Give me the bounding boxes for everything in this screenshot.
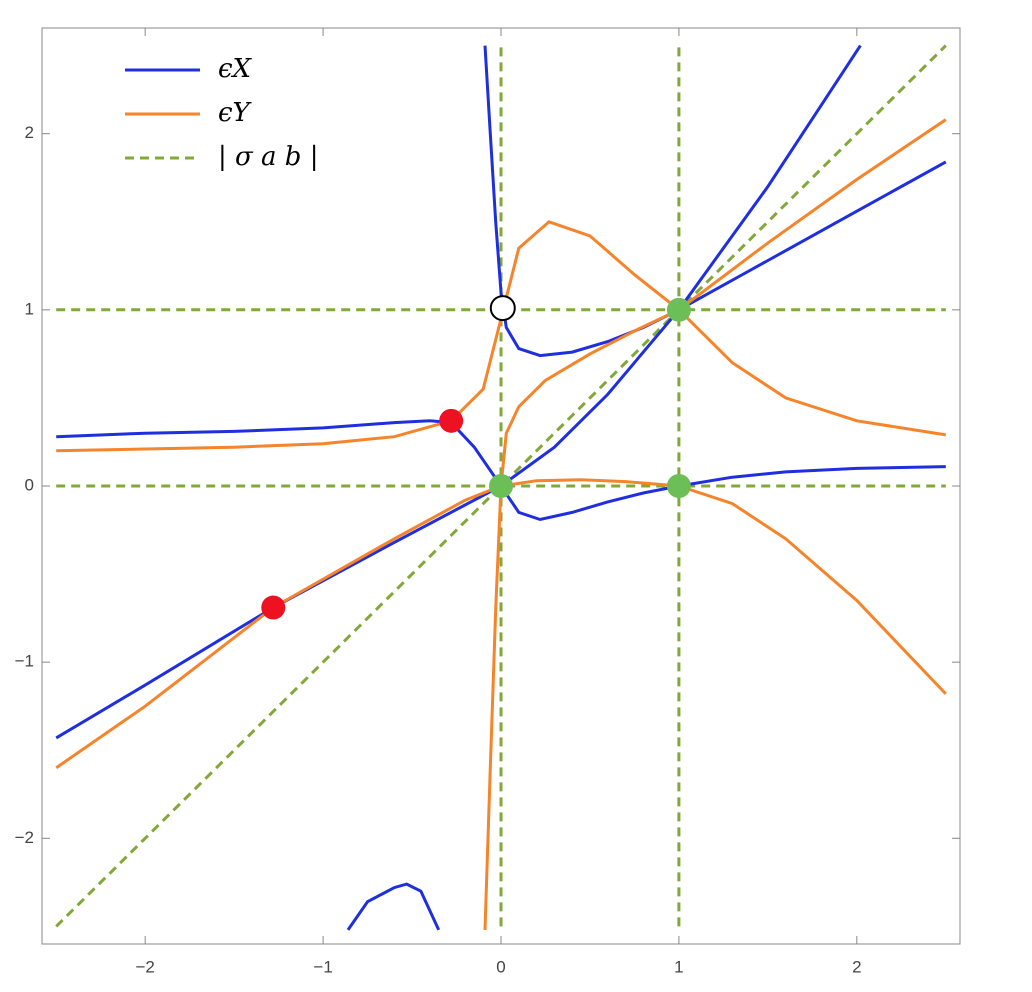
y-tick-label: 2 (25, 123, 34, 142)
point (489, 474, 513, 498)
legend-label: ϵX (218, 54, 253, 84)
y-tick-label: 1 (25, 299, 34, 318)
legend-label: | σ a b | (218, 142, 318, 172)
point (489, 295, 516, 322)
x-tick-label: −1 (313, 957, 332, 976)
y-tick-label: −1 (15, 652, 34, 671)
point (666, 474, 691, 498)
y-tick-label: 0 (25, 475, 34, 494)
point (439, 408, 464, 433)
point (261, 595, 286, 620)
x-tick-label: 1 (674, 957, 683, 976)
legend-label: ϵY (218, 98, 253, 128)
point (666, 297, 691, 322)
series-line (55, 44, 947, 931)
x-tick-label: 0 (496, 957, 505, 976)
y-tick-label: −2 (15, 828, 34, 847)
series-line (55, 118, 947, 930)
x-tick-label: −2 (135, 957, 154, 976)
x-tick-label: 2 (852, 957, 861, 976)
